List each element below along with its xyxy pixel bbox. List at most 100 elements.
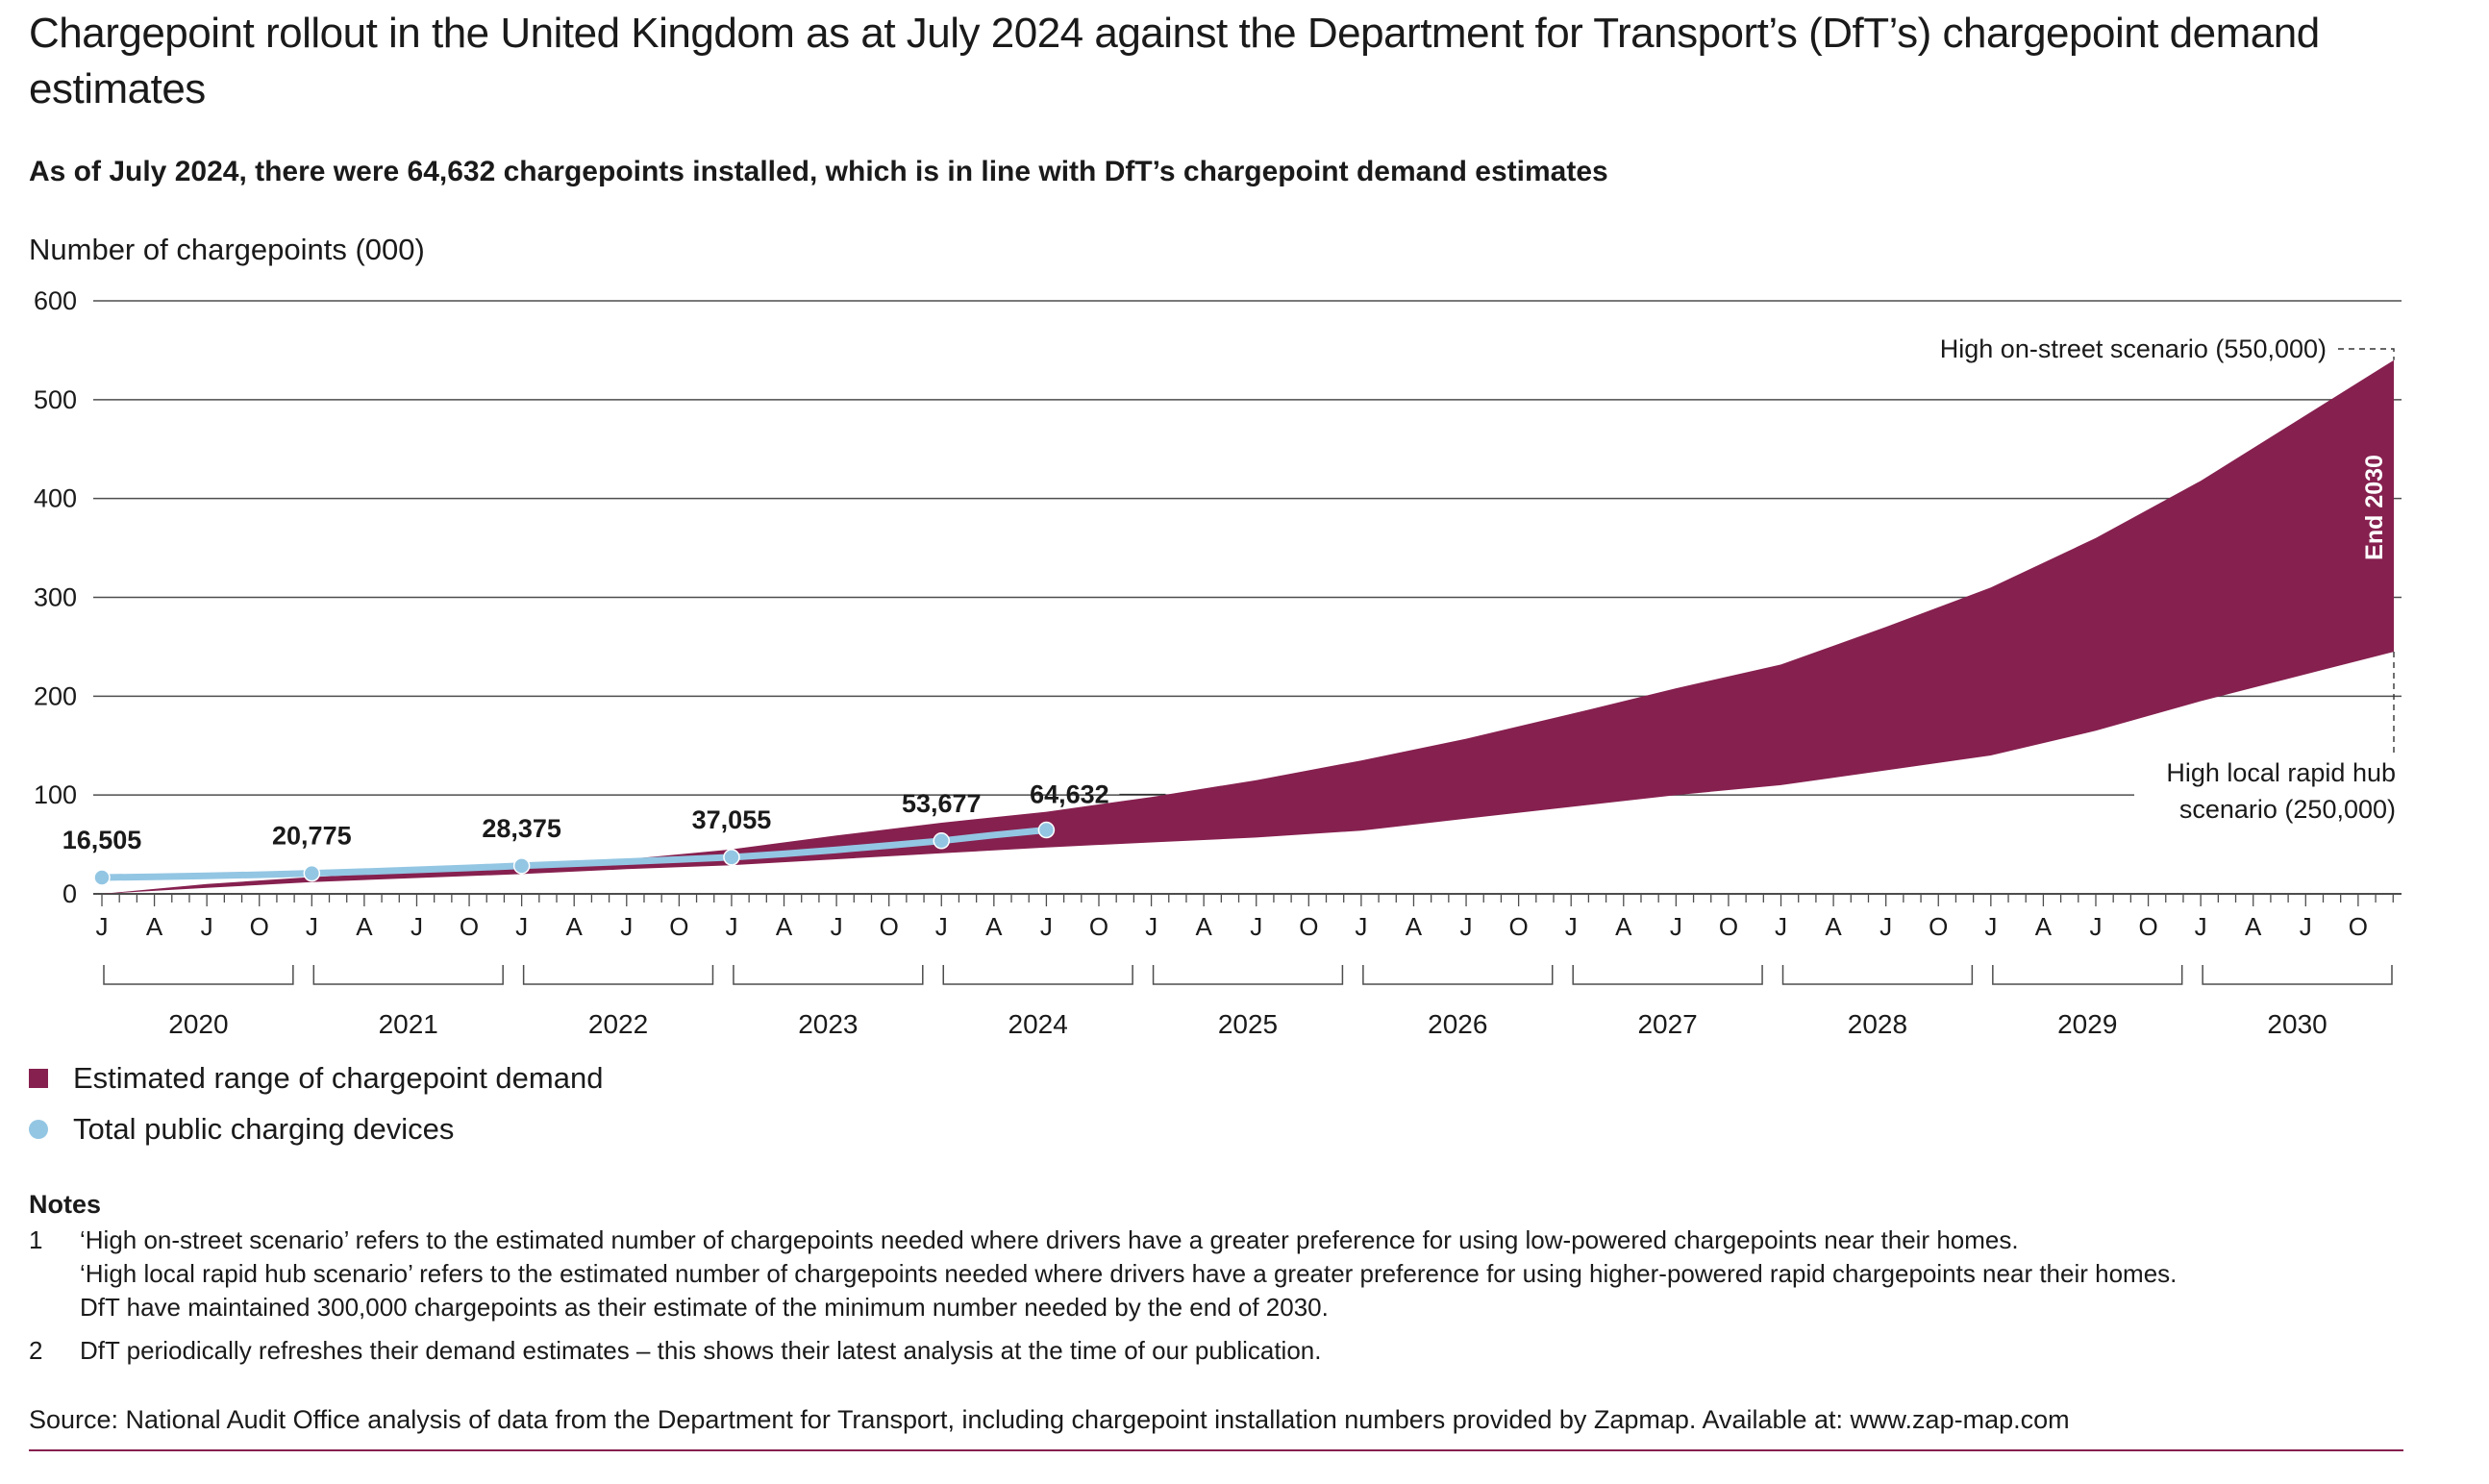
annotation-rapid-hub-line1: High local rapid hub [2166,758,2396,787]
y-tick-label: 500 [34,385,77,414]
annotations: High on-street scenario (550,000) High lo… [1940,334,2396,824]
x-month-label: O [1719,912,1738,941]
y-tick-label: 200 [34,681,77,710]
x-month-label: J [1984,912,1997,941]
devices-data-point [723,849,740,866]
x-month-label: A [776,912,793,941]
x-month-label: J [1775,912,1787,941]
demand-range-band [102,359,2394,894]
y-tick-labels: 0 100 200 300 400 500 600 [34,286,77,908]
note-line: ‘High on-street scenario’ refers to the … [80,1225,2019,1254]
x-month-label: O [2138,912,2157,941]
devices-data-point [93,869,111,886]
x-year-label: 2022 [588,1009,648,1038]
x-month-label: O [669,912,688,941]
x-month-label: J [725,912,737,941]
x-year-bracket [942,965,1133,985]
demand-range-area [102,359,2394,894]
x-year-bracket [1152,965,1344,985]
annotation-end-2030: End 2030 [2361,455,2388,560]
note-1: 1 ‘High on-street scenario’ refers to th… [29,1224,2432,1324]
x-year-bracket [522,965,714,985]
x-year-label: 2021 [379,1009,438,1038]
x-axis: J A J O 2020 J A J O 2021 J A J O 2022 J A J O 2023 J A J O 2024… [96,894,2394,1038]
x-month-label: J [201,912,213,941]
x-month-label: J [831,912,843,941]
devices-series-line [98,827,1050,881]
note-2: 2 DfT periodically refreshes their deman… [29,1334,2432,1368]
source-text: Source: National Audit Office analysis o… [29,1405,2070,1434]
x-year-bracket [1362,965,1554,985]
legend-item-range: Estimated range of chargepoint demand [29,1059,603,1098]
x-month-label: J [620,912,633,941]
bottom-rule [29,1449,2403,1451]
x-month-label: J [1565,912,1578,941]
y-tick-label: 400 [34,484,77,513]
y-tick-label: 300 [34,583,77,612]
x-year-label: 2024 [1008,1009,1068,1038]
x-month-label: O [1509,912,1529,941]
note-line: ‘High local rapid hub scenario’ refers t… [80,1259,2178,1288]
x-month-label: J [1250,912,1262,941]
chart-subtitle: As of July 2024, there were 64,632 charg… [29,156,1608,187]
x-year-bracket [312,965,504,985]
x-month-label: J [2195,912,2207,941]
x-month-label: J [411,912,423,941]
x-month-label: J [96,912,109,941]
y-tick-label: 100 [34,780,77,809]
legend-label-range: Estimated range of chargepoint demand [73,1061,604,1095]
x-month-label: J [2300,912,2312,941]
x-year-bracket [2202,965,2393,985]
x-year-label: 2030 [2267,1009,2327,1038]
x-month-label: O [460,912,479,941]
devices-data-point [1037,821,1056,839]
x-month-label: J [935,912,948,941]
x-year-label: 2029 [2057,1009,2117,1038]
legend-swatch-devices [29,1120,48,1139]
x-year-label: 2028 [1848,1009,1907,1038]
legend-item-devices: Total public charging devices [29,1110,603,1149]
chart-svg: 0 100 200 300 400 500 600 16,505 20,775 28,375 37… [34,286,2402,1038]
annotation-rapid-hub-line2: scenario (250,000) [2179,795,2396,824]
x-month-label: J [1355,912,1367,941]
data-label: 37,055 [692,805,772,834]
data-label: 20,775 [272,822,352,851]
x-month-label: J [1145,912,1157,941]
x-month-label: A [1825,912,1842,941]
y-tick-label: 600 [34,286,77,315]
x-month-label: J [1670,912,1682,941]
data-label: 64,632 [1030,780,1109,809]
y-tick-label: 0 [62,879,77,908]
note-number: 1 [29,1225,43,1254]
x-month-label: O [880,912,899,941]
x-month-label: A [985,912,1003,941]
x-month-label: A [566,912,584,941]
x-month-label: J [1040,912,1053,941]
x-month-label: O [2349,912,2368,941]
x-year-label: 2020 [168,1009,228,1038]
x-year-label: 2023 [798,1009,858,1038]
x-month-label: O [1299,912,1318,941]
data-label: 16,505 [62,826,142,854]
devices-data-point [303,864,321,882]
data-label: 28,375 [482,814,561,843]
devices-line [93,821,1056,886]
x-year-bracket [1781,965,1974,985]
x-month-label: A [146,912,163,941]
data-label: 53,677 [902,789,982,818]
y-axis-label: Number of chargepoints (000) [29,233,425,266]
x-month-label: J [1879,912,1892,941]
x-month-label: O [1089,912,1108,941]
x-month-label: J [2089,912,2102,941]
legend: Estimated range of chargepoint demand To… [29,1059,603,1161]
x-year-label: 2027 [1637,1009,1697,1038]
note-number: 2 [29,1336,43,1365]
chart-title: Chargepoint rollout in the United Kingdo… [29,10,2320,112]
x-month-label: A [1615,912,1632,941]
x-year-bracket [733,965,924,985]
note-line: DfT have maintained 300,000 chargepoints… [80,1293,1329,1322]
x-month-label: J [515,912,528,941]
devices-data-point [933,832,951,850]
x-year-bracket [1572,965,1763,985]
